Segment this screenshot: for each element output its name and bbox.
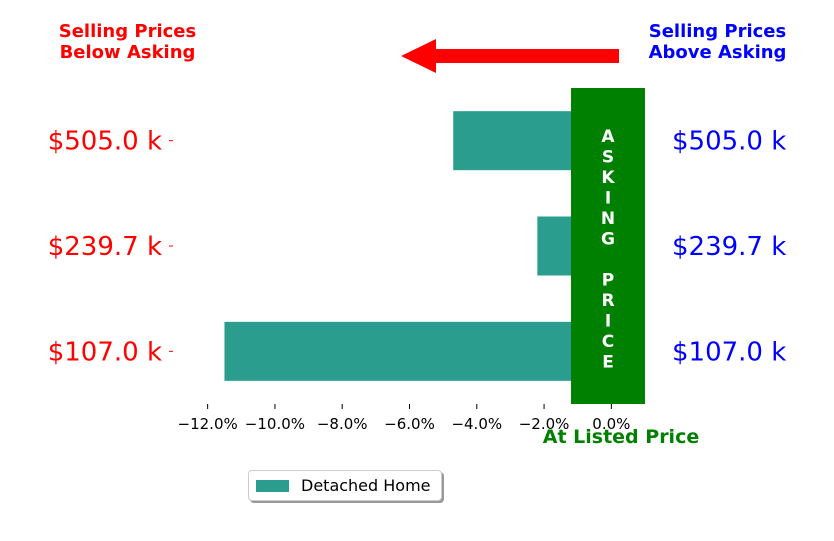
arrow-left-icon: [401, 39, 619, 73]
legend-swatch: [256, 480, 289, 492]
x-tick-label: −12.0%: [178, 415, 238, 433]
x-tick-label: −6.0%: [384, 415, 435, 433]
x-tick-label: 0.0%: [592, 415, 630, 433]
header-above-line2: Above Asking: [648, 42, 787, 63]
at-listed-price-label: At Listed Price: [542, 426, 700, 448]
y-tick-label-right: $239.7 k: [672, 232, 786, 262]
bars-group: [224, 111, 612, 381]
x-tick-label: −8.0%: [317, 415, 368, 433]
legend-label: Detached Home: [301, 476, 431, 495]
asking-letter: K: [601, 168, 615, 188]
asking-letter: S: [602, 148, 614, 168]
asking-letter: E: [602, 353, 614, 373]
y-tick-label-right: $107.0 k: [672, 337, 786, 367]
header-above-line1: Selling Prices: [648, 21, 787, 42]
x-axis: −12.0% −10.0% −8.0% −6.0% −4.0% −2.0% 0.0%: [178, 404, 630, 433]
y-tick-label-left: $107.0 k: [48, 337, 162, 367]
asking-letter: G: [601, 230, 615, 250]
asking-letter: R: [601, 291, 614, 311]
header-below-line1: Selling Prices: [58, 21, 197, 42]
asking-letter: C: [602, 332, 614, 352]
asking-letter: N: [601, 209, 615, 229]
asking-price-rect: [571, 88, 645, 404]
bar: [224, 321, 612, 381]
asking-letter: A: [601, 127, 615, 147]
y-labels-right: $107.0 k $239.7 k $505.0 k: [672, 127, 786, 368]
y-labels-left: $107.0 k $239.7 k $505.0 k: [48, 127, 173, 367]
x-tick-label: −10.0%: [245, 415, 305, 433]
y-tick-label-left: $239.7 k: [48, 232, 162, 262]
arrow-shaft: [434, 49, 619, 63]
x-tick-label: −2.0%: [519, 415, 570, 433]
asking-letter: P: [602, 271, 614, 291]
header-above-asking: Selling Prices Above Asking: [630, 21, 805, 63]
y-tick-label-right: $505.0 k: [672, 127, 786, 157]
x-tick-label: −4.0%: [451, 415, 502, 433]
asking-letter: I: [605, 189, 611, 209]
header-below-line2: Below Asking: [59, 42, 196, 63]
header-below-asking: Selling Prices Below Asking: [40, 21, 215, 63]
legend: Detached Home: [248, 470, 442, 501]
arrow-head: [401, 39, 436, 73]
asking-letter: I: [605, 312, 611, 332]
y-tick-label-left: $505.0 k: [48, 127, 162, 157]
